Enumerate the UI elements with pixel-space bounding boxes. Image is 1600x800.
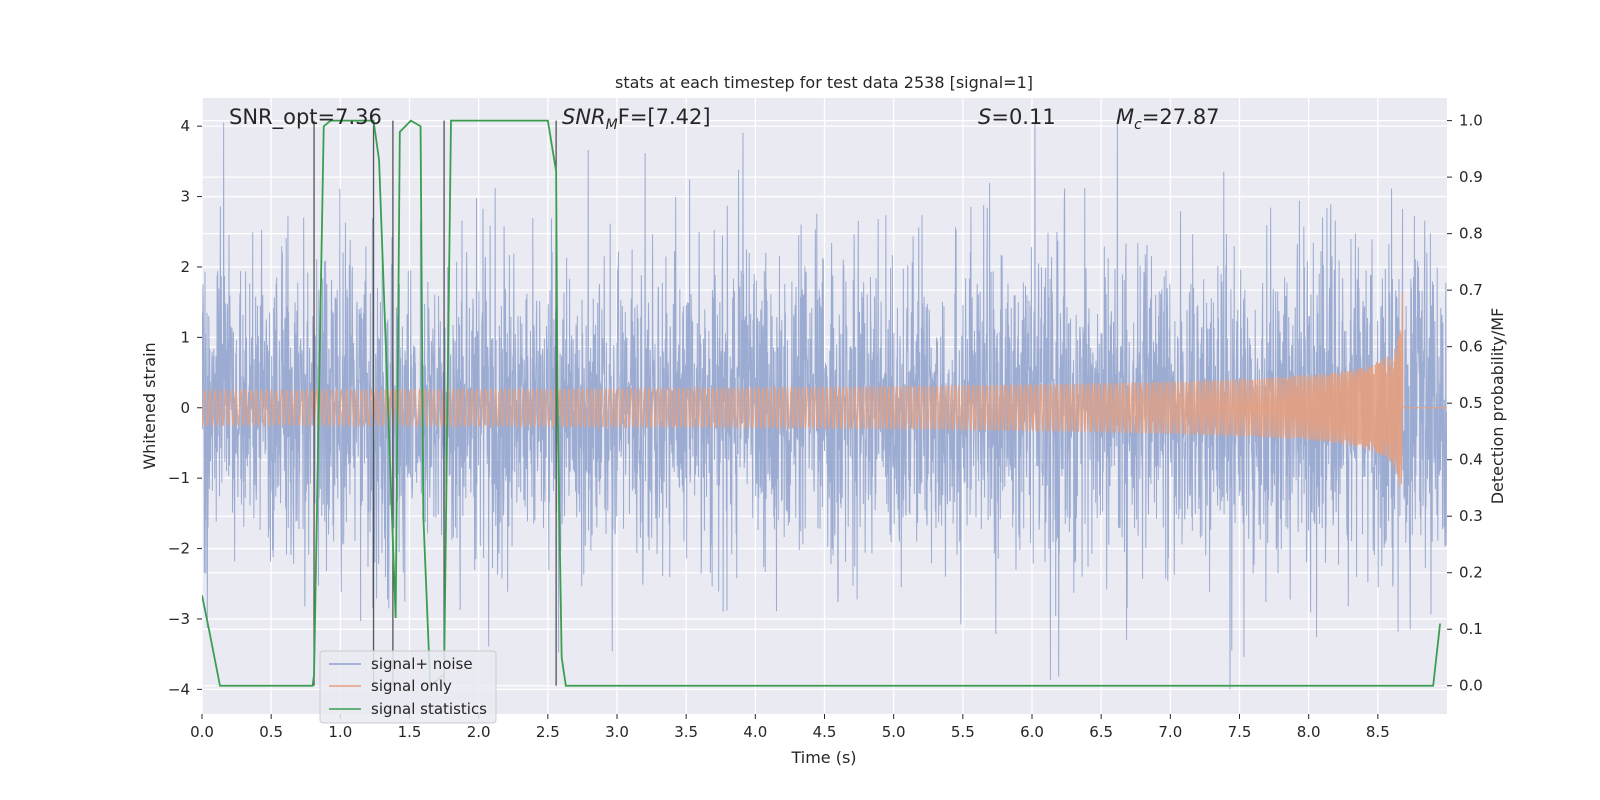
plot-area bbox=[202, 119, 1447, 690]
x-tick-label-12: 6.0 bbox=[1020, 723, 1044, 741]
right-tick-label-7: 0.3 bbox=[1459, 507, 1483, 525]
y-tick-label-6: −2 bbox=[168, 540, 190, 558]
annotation-s-main: S bbox=[978, 105, 991, 129]
vertical-markers bbox=[313, 120, 557, 686]
right-tick-label-9: 0.1 bbox=[1459, 620, 1483, 638]
x-axis-ticks: 0.0 0.5 1.0 1.5 2.0 2.5 3.0 3.5 4.0 4.5 5.0 5.5 6.0 6… bbox=[190, 714, 1390, 741]
y-tick-label-1: 3 bbox=[180, 188, 190, 206]
x-tick-label-6: 3.0 bbox=[605, 723, 629, 741]
x-tick-label-2: 1.0 bbox=[328, 723, 352, 741]
x-axis-label: Time (s) bbox=[790, 748, 856, 767]
y-tick-label-7: −3 bbox=[168, 610, 190, 628]
chart-title: stats at each timestep for test data 253… bbox=[615, 73, 1033, 92]
x-tick-label-5: 2.5 bbox=[536, 723, 560, 741]
right-axis-label: Detection probability/MF bbox=[1488, 308, 1507, 505]
y-tick-label-5: −1 bbox=[168, 469, 190, 487]
legend-label-statistics: signal statistics bbox=[371, 700, 487, 718]
x-tick-label-0: 0.0 bbox=[190, 723, 214, 741]
line-signal-only bbox=[202, 292, 1447, 487]
right-tick-label-2: 0.8 bbox=[1459, 225, 1483, 243]
y-tick-label-0: 4 bbox=[180, 117, 190, 135]
x-tick-label-3: 1.5 bbox=[398, 723, 422, 741]
annotation-s-rest: =0.11 bbox=[991, 105, 1055, 129]
series-signal-statistics bbox=[202, 119, 1441, 688]
y-axis-label: Whitened strain bbox=[140, 342, 159, 469]
annotation-snr-mf-sub: M bbox=[606, 117, 618, 133]
y-tick-label-8: −4 bbox=[168, 680, 190, 698]
line-signal-statistics bbox=[202, 119, 1441, 688]
annotation-mc: Mc=27.87 bbox=[1116, 105, 1220, 133]
x-tick-label-13: 6.5 bbox=[1089, 723, 1113, 741]
annotation-mc-sub: c bbox=[1134, 117, 1142, 133]
series-signal-only bbox=[202, 292, 1447, 487]
x-tick-label-15: 7.5 bbox=[1228, 723, 1252, 741]
right-tick-label-6: 0.4 bbox=[1459, 451, 1483, 469]
annotation-mc-main: M bbox=[1116, 105, 1134, 129]
right-tick-label-0: 1.0 bbox=[1459, 112, 1483, 130]
right-tick-label-8: 0.2 bbox=[1459, 564, 1483, 582]
annotation-snr-mf-main: SNR bbox=[562, 105, 606, 129]
annotation-s: S=0.11 bbox=[978, 105, 1056, 129]
x-tick-label-11: 5.5 bbox=[951, 723, 975, 741]
x-tick-label-14: 7.0 bbox=[1158, 723, 1182, 741]
legend-box bbox=[319, 650, 497, 724]
legend-label-signal: signal only bbox=[371, 677, 452, 695]
x-tick-label-16: 8.0 bbox=[1297, 723, 1321, 741]
x-tick-label-17: 8.5 bbox=[1366, 723, 1390, 741]
x-tick-label-10: 5.0 bbox=[882, 723, 906, 741]
annotation-snr-mf: SNRMF=[7.42] bbox=[562, 105, 711, 133]
annotation-snr-opt: SNR_opt=7.36 bbox=[229, 105, 382, 130]
y-tick-label-2: 2 bbox=[180, 258, 190, 276]
x-tick-label-1: 0.5 bbox=[259, 723, 283, 741]
annotation-snr-mf-rest: F=[7.42] bbox=[618, 105, 711, 129]
x-tick-label-8: 4.0 bbox=[743, 723, 767, 741]
y-tick-label-4: 0 bbox=[180, 399, 190, 417]
x-tick-label-9: 4.5 bbox=[813, 723, 837, 741]
legend-label-noise: signal+ noise bbox=[371, 655, 473, 673]
right-tick-label-4: 0.6 bbox=[1459, 338, 1483, 356]
y-tick-label-3: 1 bbox=[180, 328, 190, 346]
y-axis-ticks: 4 3 2 1 0 −1 −2 −3 −4 bbox=[168, 117, 202, 698]
right-tick-label-10: 0.0 bbox=[1459, 677, 1483, 695]
right-tick-label-1: 0.9 bbox=[1459, 168, 1483, 186]
right-tick-label-5: 0.5 bbox=[1459, 394, 1483, 412]
annotation-mc-rest: =27.87 bbox=[1142, 105, 1220, 129]
right-tick-label-3: 0.7 bbox=[1459, 281, 1483, 299]
right-axis-ticks: 1.0 0.9 0.8 0.7 0.6 0.5 0.4 0.3 0.2 0.1 0.0 bbox=[1447, 112, 1483, 695]
x-tick-label-4: 2.0 bbox=[467, 723, 491, 741]
x-tick-label-7: 3.5 bbox=[674, 723, 698, 741]
legend: signal+ noise signal only signal statist… bbox=[319, 650, 497, 724]
